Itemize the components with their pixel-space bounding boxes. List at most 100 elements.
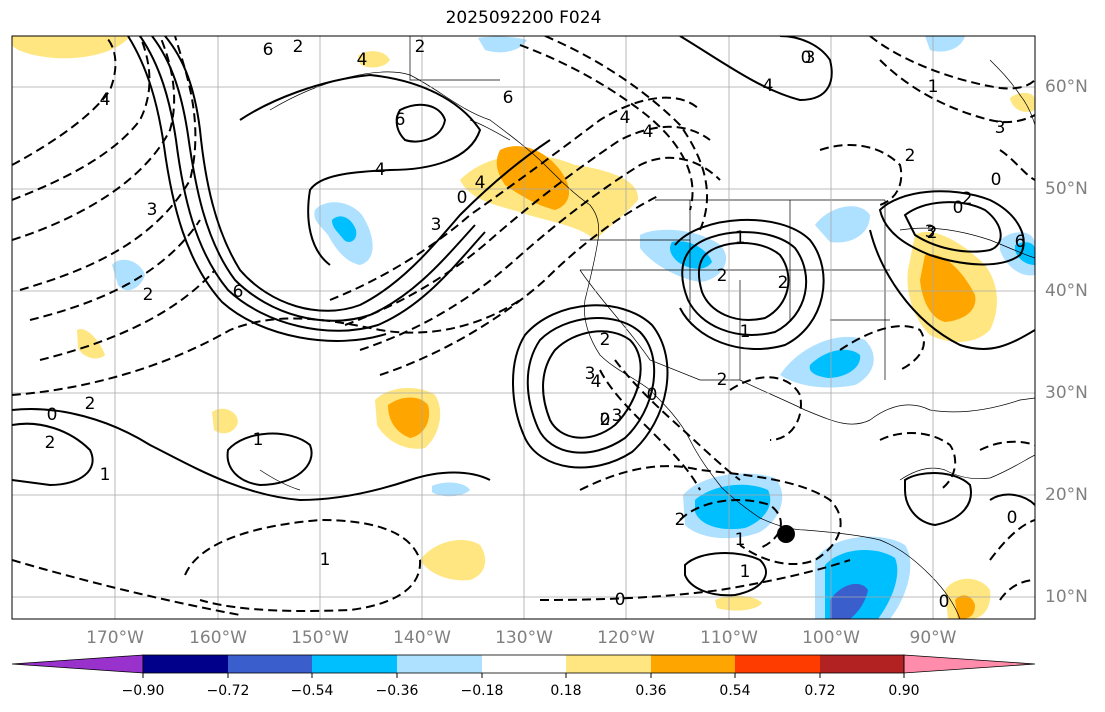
colorbar-bin-8 — [735, 655, 820, 673]
contour-label: 1 — [735, 228, 746, 248]
shade-positive-pacific-c — [212, 408, 238, 434]
colorbar-bin-1 — [143, 655, 228, 673]
shade-positive-northwest — [12, 36, 130, 59]
coastlines — [259, 36, 1035, 619]
solid-contours — [12, 36, 1035, 597]
contour-label: 3 — [431, 215, 442, 235]
map-background — [12, 36, 1035, 619]
contour-label: 4 — [100, 90, 111, 110]
contour-label: 0 — [600, 410, 611, 430]
contour-label: 1 — [735, 530, 746, 550]
contour-label: 1 — [253, 430, 264, 450]
colorbar-tick-label: 0.54 — [719, 683, 751, 699]
shade-positive-yucatan-core — [955, 595, 975, 619]
contour-label: 2 — [675, 510, 686, 530]
shaded-anomaly-fields — [12, 36, 1035, 619]
lon-label-170w: 170°W — [86, 628, 144, 648]
lat-label-50n: 50°N — [1045, 179, 1088, 199]
colorbar-tick-label: −0.90 — [121, 683, 165, 699]
contour-label: 2 — [85, 394, 96, 414]
contour-label: 2 — [45, 433, 56, 453]
contour-label: 6 — [263, 40, 274, 60]
contour-label: 1 — [100, 465, 111, 485]
colorbar-tick-label: −0.72 — [206, 683, 250, 699]
contour-label: 0 — [991, 170, 1002, 190]
shade-positive-great-lakes-core — [920, 254, 976, 322]
contour-label: 1 — [740, 562, 751, 582]
lon-label-150w: 150°W — [291, 628, 349, 648]
shade-positive-mexico-pacific — [715, 595, 762, 611]
lon-label-90w: 90°W — [909, 628, 957, 648]
lon-label-130w: 130°W — [495, 628, 553, 648]
shade-negative-arctic — [478, 36, 527, 53]
contour-label: 0 — [1007, 508, 1018, 528]
contour-label: 0 — [615, 590, 626, 610]
contour-label: 1 — [928, 77, 939, 97]
contour-label: 4 — [620, 108, 631, 128]
contour-label: 0 — [647, 385, 658, 405]
colorbar-extend-low — [11, 654, 144, 674]
contour-label: 1 — [740, 322, 751, 342]
colorbar-tick-label: −0.54 — [290, 683, 334, 699]
graticule — [12, 36, 1035, 619]
contour-label: 2 — [778, 273, 789, 293]
lat-label-60n: 60°N — [1045, 77, 1088, 97]
contour-label: 4 — [357, 50, 368, 70]
contour-label: 6 — [395, 110, 406, 130]
colorbar-bin-9 — [820, 655, 904, 673]
shade-negative-central-america-strong — [830, 583, 868, 619]
colorbar-bin-7 — [651, 655, 735, 673]
map-frame — [11, 35, 1036, 620]
shade-negative-subtropics — [432, 482, 470, 497]
shade-negative-gulf-alaska-core — [332, 216, 357, 242]
shade-negative-dakotas — [815, 206, 870, 243]
contour-label: 4 — [475, 173, 486, 193]
contour-label: 6 — [233, 282, 244, 302]
contour-label: 0 — [801, 48, 812, 68]
lat-label-10n: 10°N — [1045, 587, 1088, 607]
shade-negative-hudson — [925, 36, 965, 52]
shade-positive-hudson — [1010, 92, 1035, 112]
contour-label: 2 — [293, 37, 304, 57]
shade-positive-yukon — [358, 51, 390, 68]
contour-label: 4 — [763, 76, 774, 96]
lon-label-100w: 100°W — [802, 628, 860, 648]
contour-label: 3 — [612, 406, 623, 426]
lon-label-110w: 110°W — [700, 628, 758, 648]
shade-negative-mexico-pacific-core — [695, 484, 771, 530]
contour-label: 3 — [805, 48, 816, 68]
colorbar-tick-label: 0.90 — [888, 683, 920, 699]
contour-label: 0 — [953, 198, 964, 218]
contour-label: 3 — [585, 364, 596, 384]
lon-label-140w: 140°W — [393, 628, 451, 648]
contour-label: 2 — [905, 146, 916, 166]
colorbar-extend-high — [903, 654, 1036, 674]
contour-label: 2 — [717, 266, 728, 286]
contour-label: 3 — [925, 222, 936, 242]
contour-label: 3 — [995, 118, 1006, 138]
colorbar-tick-label: 0.18 — [550, 683, 582, 699]
lat-label-20n: 20°N — [1045, 485, 1088, 505]
contour-label: 2 — [927, 223, 938, 243]
contour-label: 2 — [717, 370, 728, 390]
colorbar-bin-2 — [228, 655, 312, 673]
colorbar-bin-6 — [566, 655, 651, 673]
shade-positive-pacific-a-core — [388, 397, 430, 438]
location-marker — [777, 525, 795, 543]
contour-label: 0 — [457, 188, 468, 208]
colorbar-bin-4 — [397, 655, 482, 673]
colorbar-tick-label: −0.18 — [460, 683, 504, 699]
contour-label: 2 — [600, 410, 611, 430]
lon-label-160w: 160°W — [189, 628, 247, 648]
contour-label: 3 — [147, 200, 158, 220]
map-title: 2025092200 F024 — [445, 8, 602, 28]
colorbar-tick-label: 0.72 — [804, 683, 836, 699]
contour-label: 1 — [320, 550, 331, 570]
shade-negative-east-core — [1015, 242, 1035, 265]
contour-label: 0 — [47, 405, 58, 425]
contour-label: 4 — [591, 372, 602, 392]
contour-label: 2 — [962, 189, 973, 209]
contour-label: 6 — [503, 88, 514, 108]
